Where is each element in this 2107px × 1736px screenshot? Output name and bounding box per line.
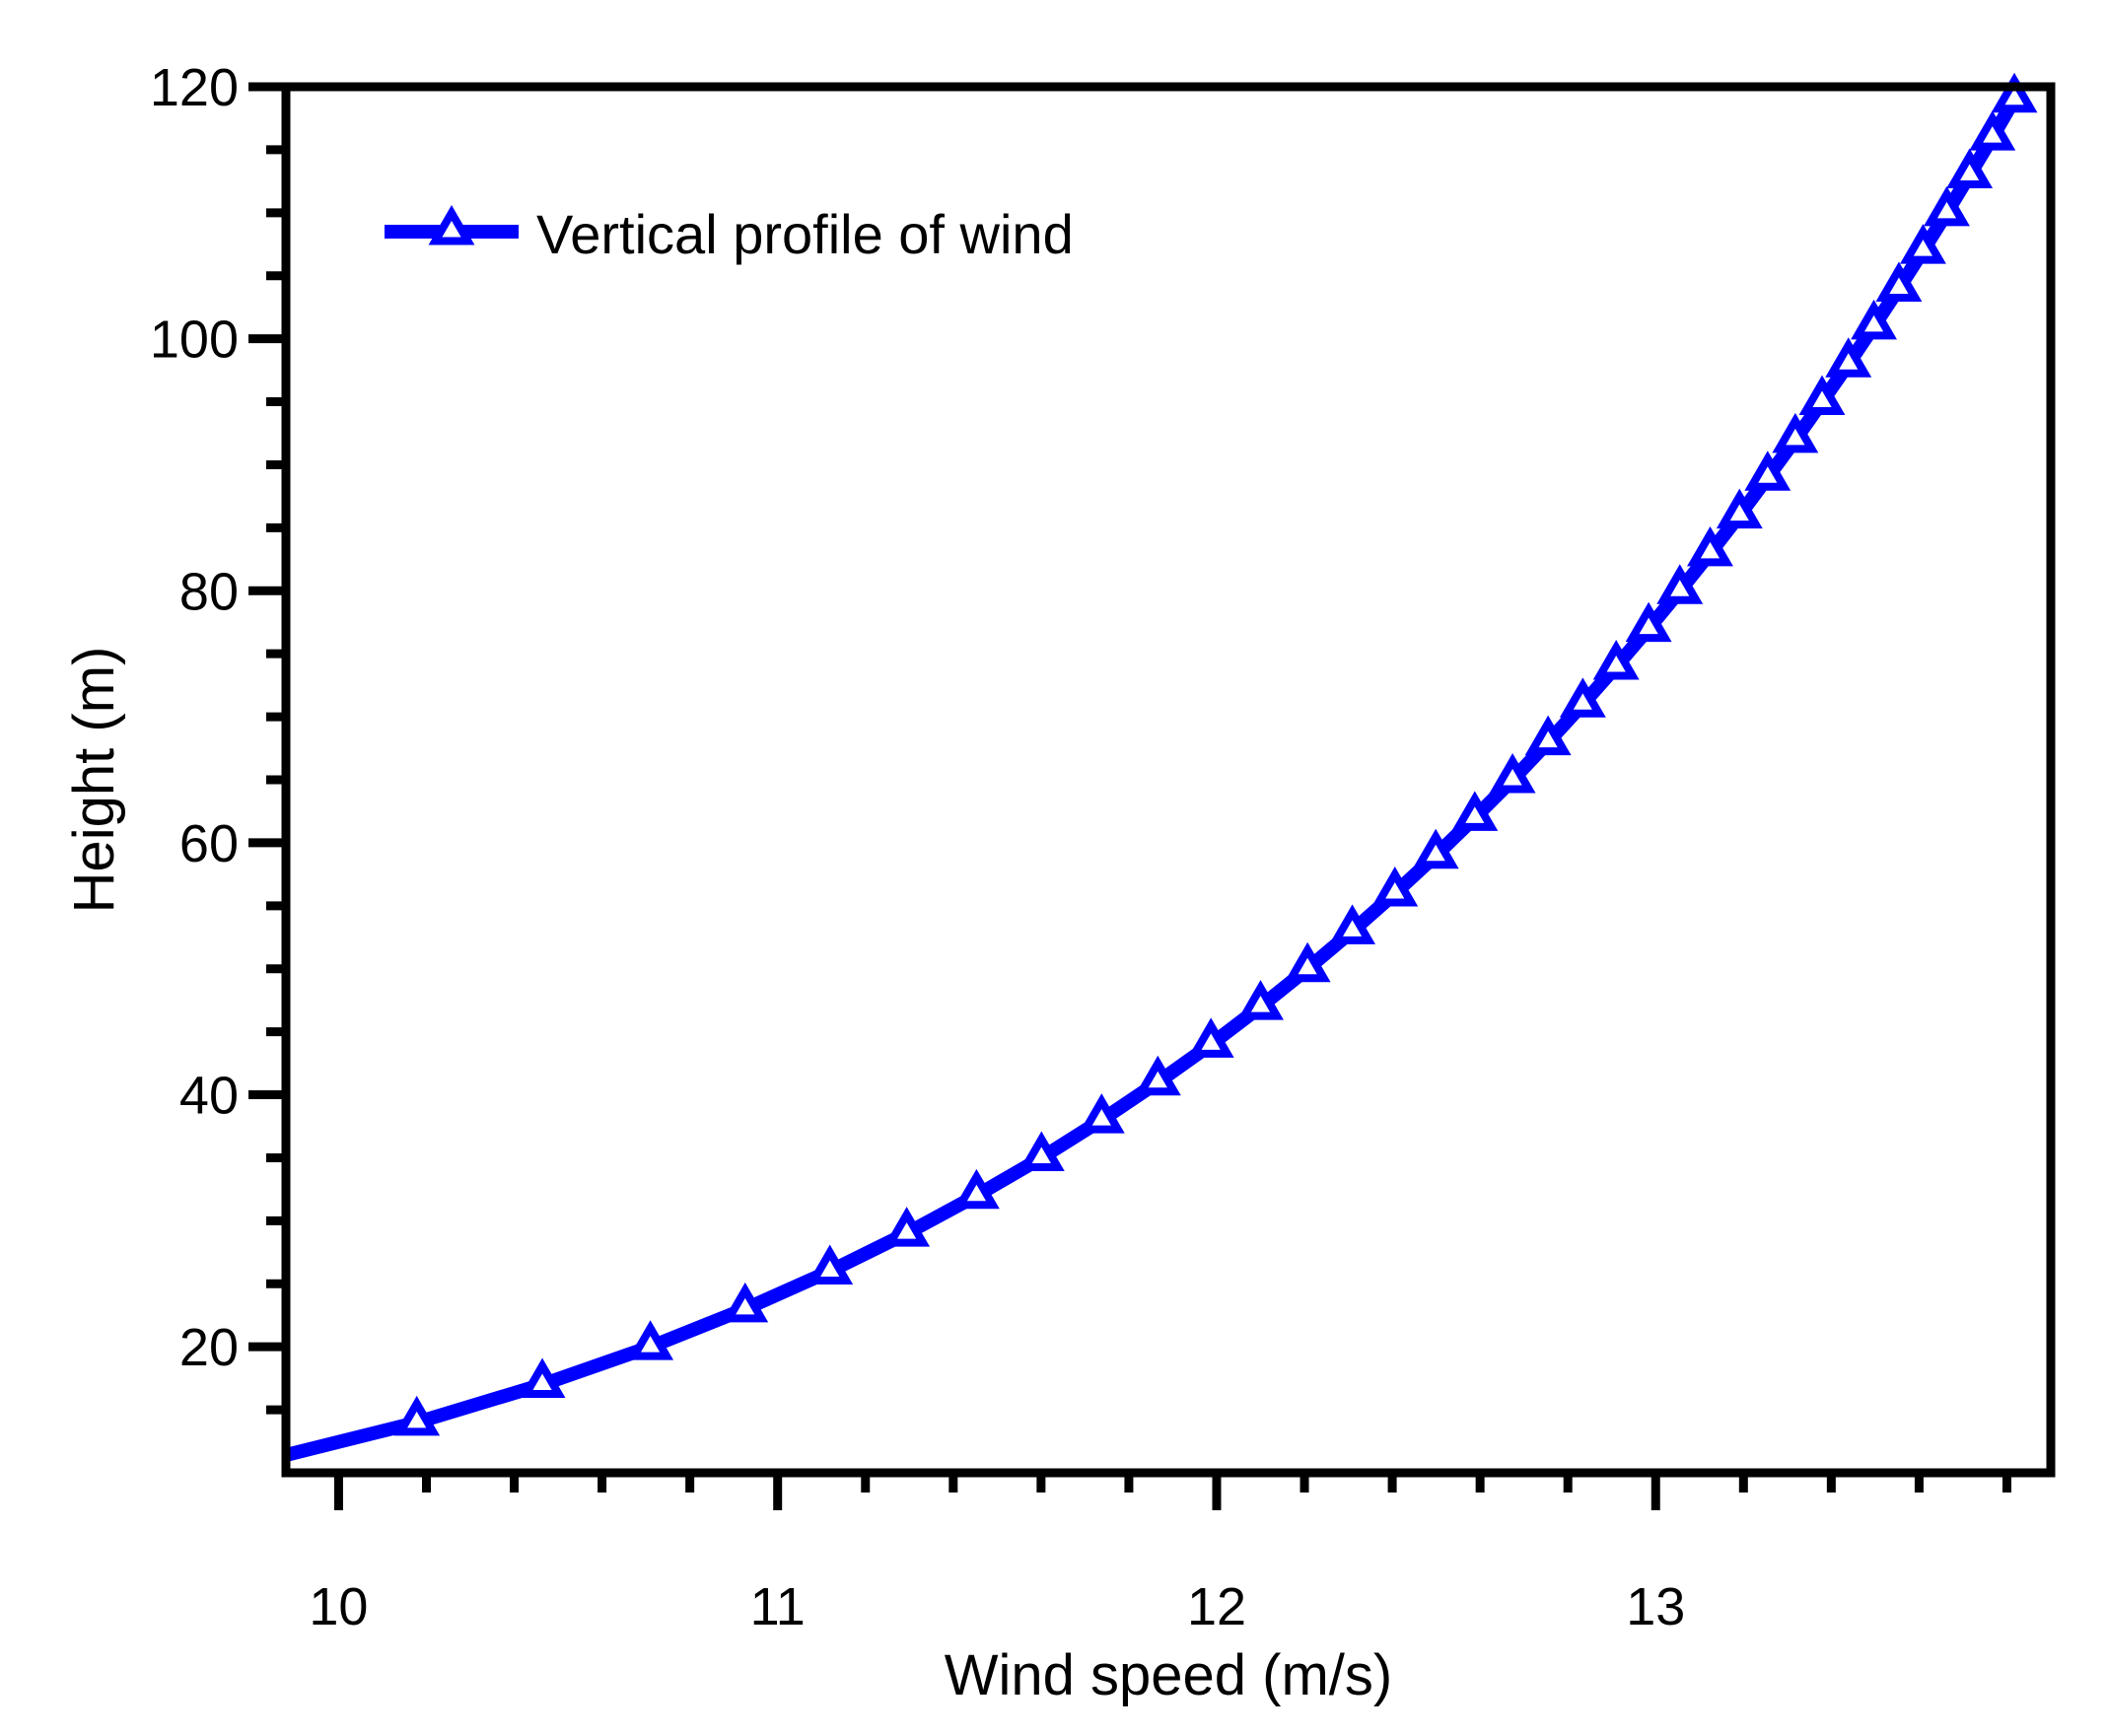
- data-point-marker: [807, 1244, 854, 1285]
- data-point-marker: [393, 1395, 441, 1436]
- x-tick-label: 12: [1187, 1577, 1246, 1636]
- data-point-marker: [1772, 412, 1819, 453]
- data-point-marker: [1899, 224, 1946, 264]
- data-point-marker: [1875, 261, 1923, 303]
- y-tick-label: 100: [150, 311, 239, 370]
- data-point-marker: [1018, 1131, 1065, 1171]
- data-point-marker: [1559, 677, 1606, 718]
- data-point-marker: [1798, 375, 1846, 416]
- x-axis-label: Wind speed (m/s): [945, 1643, 1392, 1707]
- x-tick-label: 10: [309, 1577, 368, 1636]
- data-point-marker: [1078, 1093, 1125, 1134]
- data-point-marker: [722, 1282, 769, 1323]
- data-point-marker: [627, 1320, 674, 1360]
- data-point-marker: [1284, 941, 1331, 983]
- data-point-marker: [1851, 299, 1897, 340]
- data-point-marker: [1716, 488, 1763, 529]
- data-point-marker: [952, 1168, 1000, 1210]
- data-point-marker: [1371, 867, 1419, 907]
- legend-marker-triangle-icon: [428, 205, 475, 245]
- data-point-marker: [1625, 601, 1672, 643]
- plot-frame: [281, 82, 2056, 1478]
- data-point-marker: [1946, 148, 1994, 188]
- y-tick-label: 120: [150, 58, 239, 117]
- data-point-marker: [1924, 185, 1970, 227]
- plot-area: [286, 87, 2051, 1473]
- data-point-marker: [1687, 525, 1733, 567]
- tick-labels: 10 11 12 13 20 40 60 80 100 120: [150, 58, 1685, 1636]
- data-point-marker: [1412, 828, 1459, 869]
- data-point-marker: [1991, 72, 2038, 113]
- data-point-marker: [1329, 904, 1376, 944]
- data-point-marker: [1524, 715, 1572, 756]
- y-axis-label: Height (m): [62, 647, 126, 914]
- data-point-marker: [1825, 337, 1872, 378]
- data-point-marker: [1451, 791, 1499, 831]
- data-point-marker: [1134, 1055, 1181, 1096]
- data-point-marker: [1744, 451, 1791, 491]
- x-tick-label: 13: [1626, 1577, 1685, 1636]
- data-point-marker: [1187, 1017, 1234, 1058]
- y-tick-label: 80: [179, 562, 239, 621]
- x-tick-label: 11: [750, 1577, 806, 1636]
- data-point-marker: [1489, 753, 1536, 794]
- y-tick-label: 20: [179, 1318, 239, 1377]
- legend: Vertical profile of wind: [385, 203, 1074, 265]
- data-point-marker: [1592, 639, 1640, 680]
- y-tick-label: 60: [179, 814, 239, 873]
- data-point-marker: [1237, 980, 1284, 1020]
- data-point-marker: [519, 1357, 566, 1399]
- data-point-marker: [286, 1469, 289, 1474]
- data-point-marker: [1656, 564, 1704, 604]
- data-point-marker: [1969, 110, 2016, 151]
- y-tick-label: 40: [179, 1067, 239, 1126]
- legend-label: Vertical profile of wind: [536, 203, 1074, 265]
- data-point-marker: [883, 1207, 931, 1247]
- series-vertical-profile-of-wind: [286, 72, 2038, 1474]
